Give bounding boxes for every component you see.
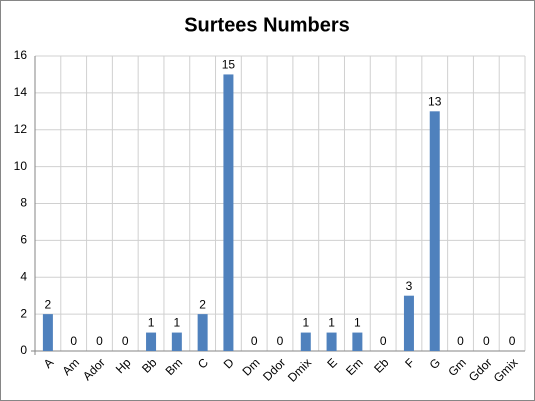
data-label: 0 bbox=[277, 334, 284, 348]
bar bbox=[171, 332, 182, 351]
bar bbox=[429, 111, 440, 351]
data-label: 0 bbox=[122, 334, 129, 348]
data-label: 0 bbox=[457, 334, 464, 348]
data-label: 0 bbox=[509, 334, 516, 348]
data-label: 1 bbox=[302, 316, 309, 330]
y-tick-label: 10 bbox=[14, 159, 28, 173]
y-tick-label: 0 bbox=[20, 343, 27, 357]
data-label: 0 bbox=[96, 334, 103, 348]
data-label: 0 bbox=[380, 334, 387, 348]
data-label: 2 bbox=[199, 297, 206, 311]
bar bbox=[403, 295, 414, 351]
y-tick-label: 2 bbox=[20, 306, 27, 320]
y-tick-label: 16 bbox=[14, 48, 28, 62]
bar bbox=[352, 332, 363, 351]
bar bbox=[326, 332, 337, 351]
data-label: 0 bbox=[483, 334, 490, 348]
bar bbox=[197, 314, 208, 351]
bar bbox=[42, 314, 53, 351]
y-tick-label: 6 bbox=[20, 233, 27, 247]
data-label: 0 bbox=[70, 334, 77, 348]
data-label: 1 bbox=[173, 316, 180, 330]
bar bbox=[223, 74, 234, 351]
chart-title: Surtees Numbers bbox=[184, 14, 350, 36]
data-label: 0 bbox=[251, 334, 258, 348]
data-label: 1 bbox=[328, 316, 335, 330]
data-label: 2 bbox=[45, 297, 52, 311]
data-label: 3 bbox=[406, 279, 413, 293]
y-tick-label: 14 bbox=[14, 85, 28, 99]
data-label: 13 bbox=[428, 94, 442, 108]
y-tick-label: 12 bbox=[14, 122, 28, 136]
y-tick-label: 4 bbox=[20, 269, 27, 283]
bar bbox=[300, 332, 311, 351]
data-label: 1 bbox=[354, 316, 361, 330]
y-tick-label: 8 bbox=[20, 196, 27, 210]
bar bbox=[146, 332, 157, 351]
data-label: 15 bbox=[222, 58, 236, 72]
data-label: 1 bbox=[148, 316, 155, 330]
